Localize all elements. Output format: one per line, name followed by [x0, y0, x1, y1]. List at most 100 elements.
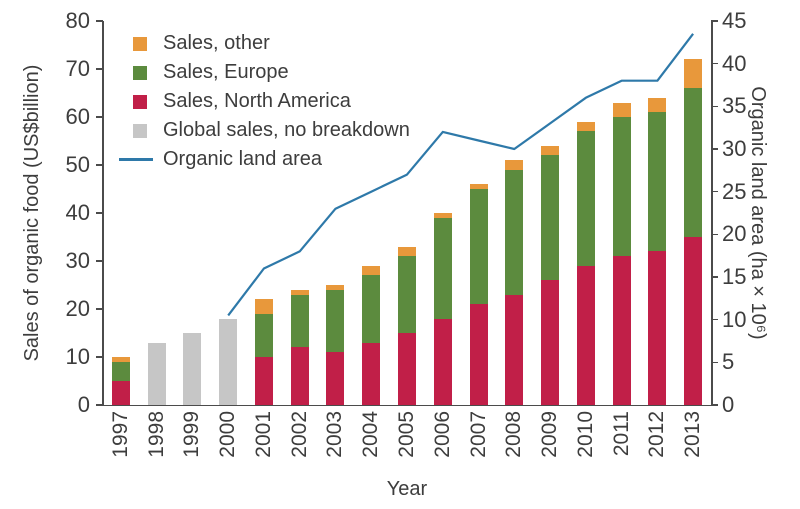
left-axis-tick [96, 164, 103, 166]
bar [183, 21, 202, 405]
right-axis-tick-label: 30 [722, 136, 747, 161]
box-swatch-icon [133, 94, 147, 109]
line-chart-svg [227, 33, 694, 317]
bar-segment [433, 318, 452, 405]
legend-box-swatch [119, 58, 153, 87]
x-tick-label: 2004 [359, 411, 383, 458]
legend-item: Sales, other [119, 29, 410, 58]
right-axis-tick [711, 318, 718, 321]
bar-segment [290, 289, 309, 295]
right-axis-tick-label: 15 [722, 264, 747, 289]
legend-label: Sales, North America [163, 90, 351, 112]
x-tick-label: 2009 [538, 411, 562, 458]
bar-segment [612, 102, 631, 117]
bar-segment [576, 121, 595, 132]
bar-segment [684, 59, 703, 89]
left-axis-tick-label: 10 [65, 344, 90, 369]
bar [469, 21, 488, 405]
bar-segment [541, 145, 560, 156]
bar [433, 21, 452, 405]
right-axis-tick [711, 404, 718, 406]
left-axis-tick-label: 70 [65, 56, 90, 81]
bar [254, 21, 273, 405]
bar [219, 21, 238, 405]
bar-segment [398, 246, 416, 257]
bar-segment [648, 251, 667, 405]
right-axis-tick [711, 233, 718, 236]
legend-item: Sales, Europe [119, 58, 410, 87]
bar-segment [219, 318, 238, 405]
bar-segment [111, 361, 130, 381]
land-area-line [227, 33, 694, 317]
bar-segment [469, 304, 488, 405]
bar-segment [541, 280, 560, 405]
bar-segment [362, 275, 381, 343]
bar [398, 21, 416, 405]
right-axis-tick [711, 361, 718, 364]
left-axis-tick-label: 20 [65, 296, 90, 321]
left-axis-tick [96, 68, 103, 70]
x-tick-label: 2005 [395, 411, 418, 458]
bar-segment [648, 112, 667, 252]
right-axis-tick-label: 25 [722, 178, 747, 204]
bar-segment [541, 155, 560, 281]
left-axis-tick-label: 50 [65, 152, 90, 177]
bar [684, 21, 703, 405]
right-axis-tick-label: 5 [722, 349, 735, 375]
right-axis-tick-label: 45 [722, 8, 747, 33]
bar-segment [362, 342, 381, 405]
legend-label: Sales, other [163, 32, 270, 54]
bar-segment [433, 217, 452, 319]
bar-segment [469, 184, 488, 189]
left-axis-tick-label: 40 [65, 200, 90, 225]
left-axis-tick [96, 212, 103, 214]
x-tick-label: 2006 [430, 411, 454, 458]
right-axis-tick-label: 10 [722, 306, 747, 332]
right-axis-title: Organic land area (ha × 10⁶) [747, 86, 769, 340]
bar-segment [398, 256, 416, 333]
bar-segment [290, 294, 309, 348]
left-axis-tick [96, 20, 103, 22]
bar-segment [505, 169, 524, 295]
bar [290, 21, 309, 405]
plot-area: Sales, other Sales, Europe Sales, North Am… [103, 21, 711, 405]
bar [326, 21, 345, 405]
box-swatch-icon [133, 36, 147, 51]
bar [541, 21, 560, 405]
bar-segment [326, 352, 345, 405]
legend-label: Global sales, no breakdown [163, 119, 410, 141]
line-swatch-icon [119, 158, 153, 161]
legend-item: Sales, North America [119, 87, 410, 116]
left-axis-tick-label: 30 [65, 248, 90, 273]
left-axis-tick-label: 0 [77, 392, 90, 417]
bar-segment [576, 131, 595, 266]
x-tick-label: 2008 [502, 411, 526, 458]
left-axis-tick [96, 308, 103, 310]
left-axis-tick [96, 404, 103, 406]
bar-segment [254, 299, 273, 314]
right-axis-tick [711, 276, 718, 278]
bar-segment [111, 381, 130, 405]
right-axis-tick-label: 0 [722, 392, 735, 417]
bar-segment [612, 256, 631, 405]
bar-segment [147, 342, 166, 405]
right-axis-tick [711, 190, 718, 193]
bar-segment [648, 97, 667, 113]
x-tick-label: 2007 [466, 411, 490, 458]
left-axis-tick [96, 260, 103, 262]
bar-segment [469, 189, 488, 305]
bar-segment [398, 333, 416, 405]
bar-segment [505, 294, 524, 405]
box-swatch-icon [133, 123, 147, 138]
x-tick-label: 2010 [573, 411, 597, 458]
x-tick-label: 2013 [681, 411, 705, 458]
bar [505, 21, 524, 405]
legend-box-swatch [119, 87, 153, 116]
x-tick-label: 1999 [180, 411, 204, 458]
bar-segment [362, 265, 381, 276]
legend-line-swatch [119, 145, 153, 174]
x-axis-spine [102, 404, 713, 406]
bar-segment [612, 117, 631, 257]
bar [111, 21, 130, 405]
